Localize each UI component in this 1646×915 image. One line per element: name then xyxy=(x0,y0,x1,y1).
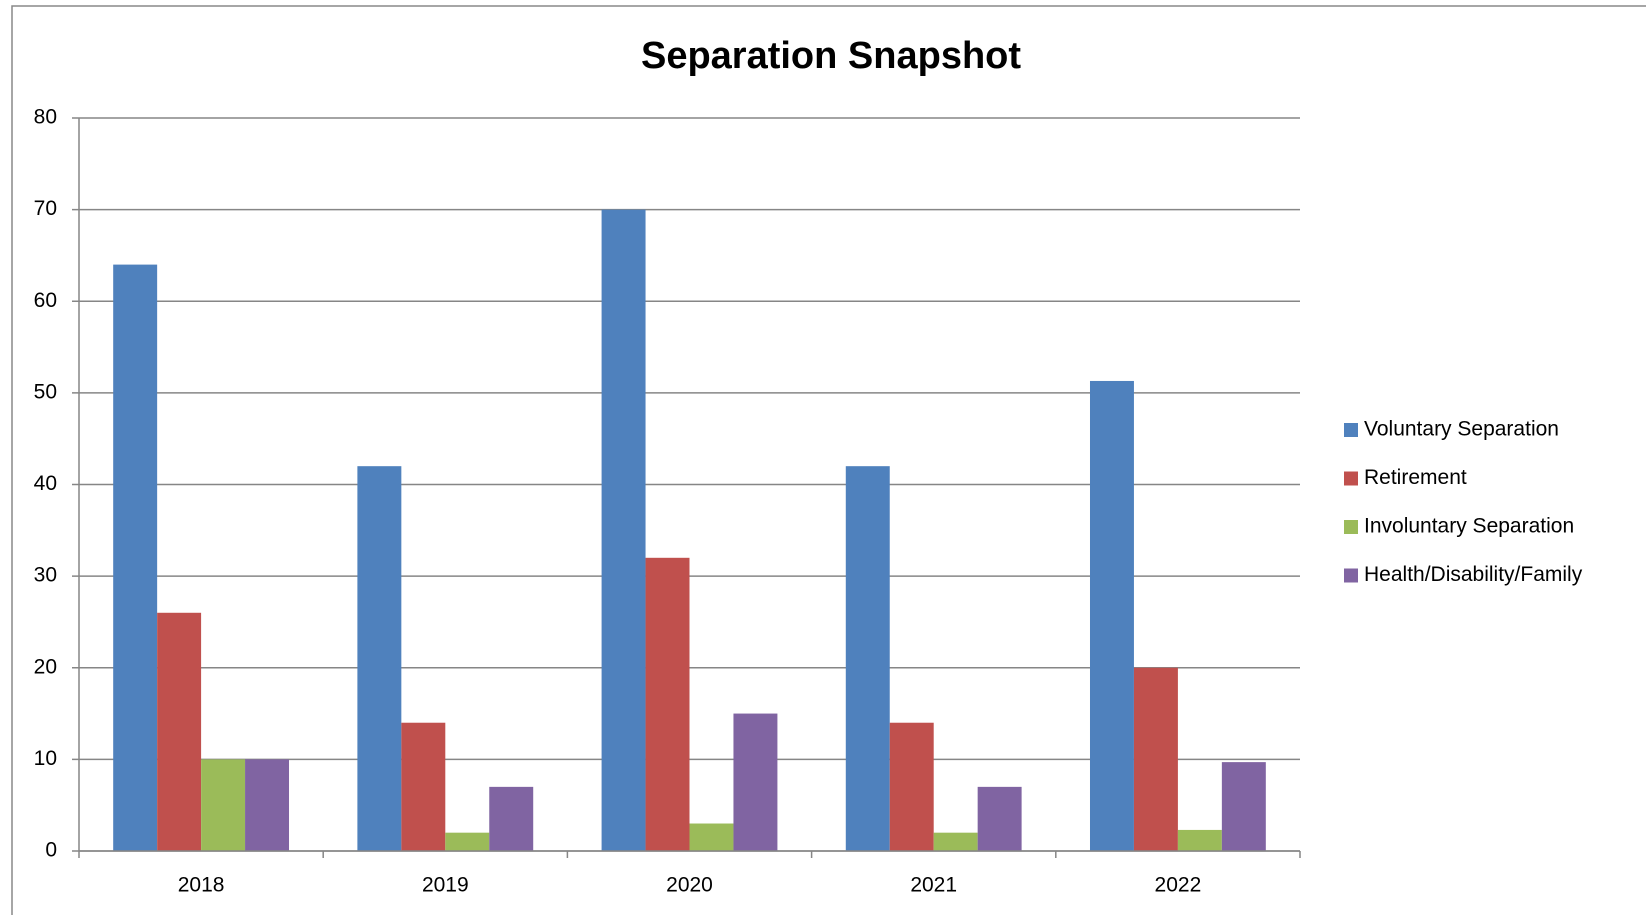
bar xyxy=(1177,829,1222,851)
bar xyxy=(1221,762,1266,851)
bar xyxy=(933,832,978,851)
bar xyxy=(445,832,490,851)
y-tick-label: 30 xyxy=(34,564,57,587)
bar xyxy=(977,786,1022,851)
x-tick-label: 2020 xyxy=(666,874,713,897)
bar xyxy=(357,466,402,851)
bar xyxy=(1133,667,1178,851)
y-tick-label: 10 xyxy=(34,747,57,770)
y-tick-label: 80 xyxy=(34,106,57,129)
y-tick-label: 70 xyxy=(34,197,57,220)
chart-title: Separation Snapshot xyxy=(641,35,1021,77)
bar xyxy=(489,786,534,851)
y-tick-label: 60 xyxy=(34,289,57,312)
bar xyxy=(245,759,290,851)
bar xyxy=(733,713,778,851)
bar xyxy=(113,264,158,852)
legend-label: Health/Disability/Family xyxy=(1364,563,1583,586)
legend-swatch xyxy=(1344,423,1358,437)
chart-border xyxy=(11,5,1646,915)
x-tick-label: 2018 xyxy=(178,874,225,897)
bar xyxy=(601,209,646,851)
y-tick-label: 50 xyxy=(34,380,57,403)
legend-swatch xyxy=(1344,520,1358,534)
bar xyxy=(889,722,934,851)
x-tick-label: 2019 xyxy=(422,874,469,897)
bar xyxy=(201,759,246,851)
bar xyxy=(845,466,890,851)
bar xyxy=(1089,380,1134,851)
bar xyxy=(157,612,202,851)
legend-label: Voluntary Separation xyxy=(1364,418,1559,441)
bar xyxy=(645,557,690,851)
legend-swatch xyxy=(1344,471,1358,486)
legend-label: Retirement xyxy=(1364,466,1467,489)
y-tick-label: 0 xyxy=(45,839,57,862)
legend-swatch xyxy=(1344,568,1358,583)
legend-label: Involuntary Separation xyxy=(1364,515,1574,538)
x-tick-label: 2021 xyxy=(910,874,957,897)
bar xyxy=(689,823,734,851)
y-tick-label: 20 xyxy=(34,655,57,678)
bar xyxy=(401,722,446,851)
y-tick-label: 40 xyxy=(34,472,57,495)
x-tick-label: 2022 xyxy=(1155,874,1202,897)
